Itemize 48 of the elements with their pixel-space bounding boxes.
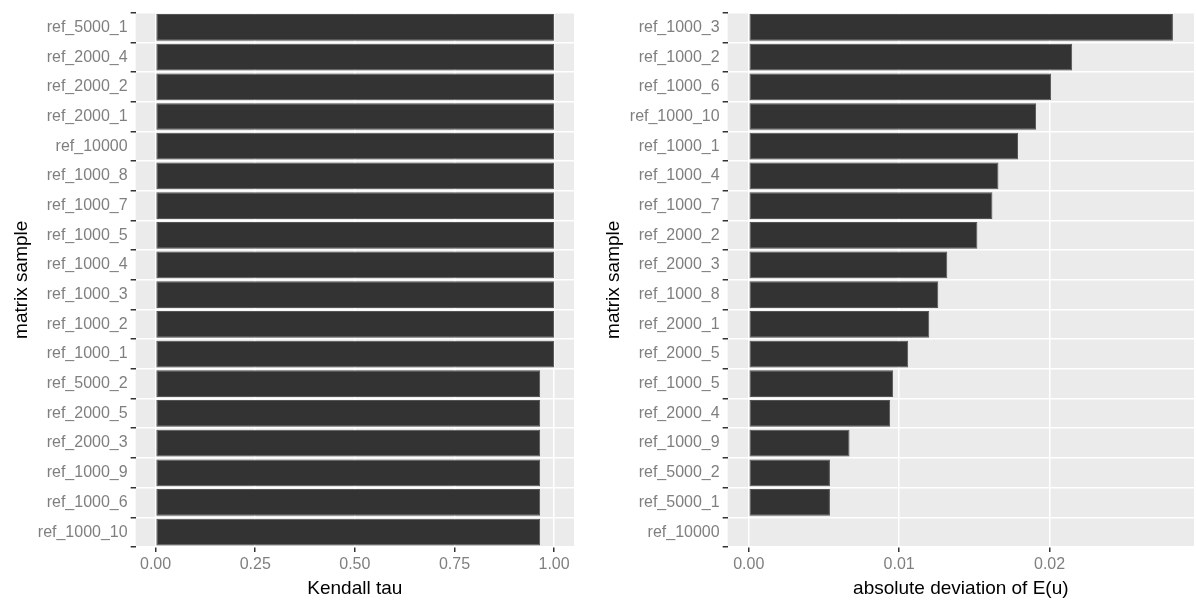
y-tick-label: ref_1000_9 xyxy=(46,463,128,482)
x-tick-label: 0.00 xyxy=(140,555,172,573)
y-tick-label: ref_2000_5 xyxy=(638,344,720,363)
y-tick-label: ref_1000_5 xyxy=(638,374,720,393)
y-tick-label: ref_2000_3 xyxy=(46,433,128,452)
x-tick-label: 0.02 xyxy=(1034,555,1066,573)
y-tick-label: ref_2000_2 xyxy=(638,225,720,244)
y-tick-label: ref_1000_5 xyxy=(46,225,128,244)
y-tick-label: ref_5000_1 xyxy=(46,17,128,36)
y-tick-label: ref_1000_1 xyxy=(638,136,720,155)
y-tick-label: ref_5000_2 xyxy=(46,374,128,393)
y-tick-label: ref_2000_5 xyxy=(46,403,128,422)
x-tick-label: 1.00 xyxy=(538,555,570,573)
y-tick-label: ref_1000_2 xyxy=(638,47,720,66)
x-axis-title: Kendall tau xyxy=(307,576,403,598)
y-tick-label: ref_2000_4 xyxy=(638,403,720,422)
y-tick-label: ref_1000_8 xyxy=(46,166,128,185)
x-tick-label: 0.00 xyxy=(733,555,765,573)
x-tick-label: 0.75 xyxy=(438,555,471,573)
y-tick-label: ref_5000_2 xyxy=(638,463,720,482)
y-tick-label: ref_1000_7 xyxy=(638,195,720,214)
y-tick-label: ref_1000_10 xyxy=(629,106,720,125)
y-tick-label: ref_2000_1 xyxy=(46,106,128,125)
y-tick-label: ref_2000_4 xyxy=(46,47,128,66)
x-axis-title: absolute deviation of E(u) xyxy=(853,576,1069,598)
y-tick-label: ref_1000_9 xyxy=(638,433,720,452)
x-tick-label: 0.01 xyxy=(883,555,915,573)
y-tick-label: ref_1000_6 xyxy=(46,492,128,511)
y-tick-label: ref_2000_1 xyxy=(638,314,720,333)
y-tick-label: ref_1000_7 xyxy=(46,195,128,214)
y-tick-label: ref_2000_2 xyxy=(46,77,128,96)
x-tick-label: 0.50 xyxy=(339,555,371,573)
y-tick-label: ref_2000_3 xyxy=(638,255,720,274)
y-tick-label: ref_10000 xyxy=(647,522,720,541)
y-tick-label: ref_1000_10 xyxy=(37,522,128,541)
y-axis-title: matrix sample xyxy=(9,220,31,339)
y-axis-title: matrix sample xyxy=(601,220,623,339)
y-tick-label: ref_1000_3 xyxy=(46,285,128,304)
y-tick-label: ref_1000_4 xyxy=(638,166,720,185)
y-tick-label: ref_1000_2 xyxy=(46,314,128,333)
y-tick-label: ref_1000_8 xyxy=(638,285,720,304)
y-tick-label: ref_10000 xyxy=(55,136,128,155)
y-tick-label: ref_1000_4 xyxy=(46,255,128,274)
y-tick-label: ref_5000_1 xyxy=(638,492,720,511)
y-tick-label: ref_1000_6 xyxy=(638,77,720,96)
x-tick-label: 0.25 xyxy=(239,555,271,573)
y-tick-label: ref_1000_3 xyxy=(638,17,720,36)
y-tick-label: ref_1000_1 xyxy=(46,344,128,363)
